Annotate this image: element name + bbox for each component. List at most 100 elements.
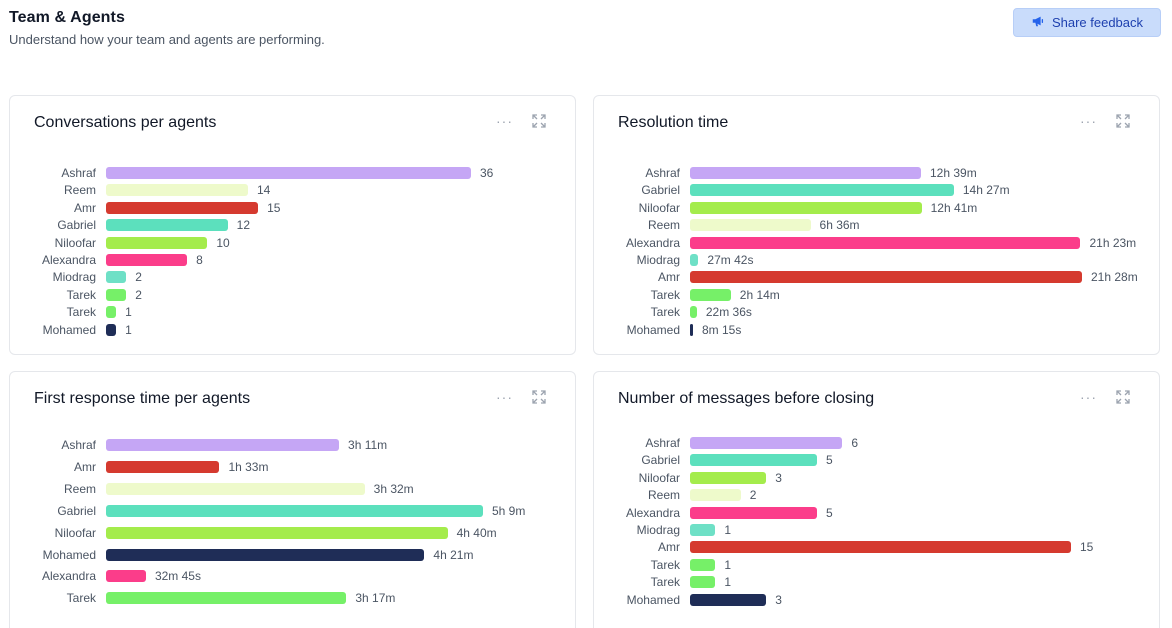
- bar-label: Amr: [74, 200, 96, 215]
- bar-label: Mohamed: [42, 547, 96, 562]
- card-title: Number of messages before closing: [618, 390, 875, 407]
- bar-value-label: 15: [1080, 540, 1094, 555]
- bar-value-label: 5h 9m: [492, 503, 526, 518]
- bar[interactable]: [690, 254, 699, 266]
- bar[interactable]: [690, 489, 741, 502]
- bar[interactable]: [106, 548, 425, 561]
- bar-value-label: 3: [775, 592, 782, 607]
- bar-value-label: 1: [724, 575, 732, 590]
- bar-label: Miodrag: [636, 523, 680, 537]
- bar[interactable]: [690, 506, 817, 519]
- bar[interactable]: [106, 201, 259, 214]
- bar-label: Mohamed: [626, 592, 680, 607]
- bar[interactable]: [690, 323, 693, 336]
- bar[interactable]: [106, 323, 117, 336]
- megaphone-icon: [1031, 14, 1045, 31]
- bar-label: Mohamed: [626, 322, 680, 337]
- bar[interactable]: [106, 526, 448, 539]
- bar-label: Reem: [63, 481, 96, 496]
- bar-value-label: 15: [267, 200, 281, 215]
- bar[interactable]: [690, 201, 922, 214]
- bar-value-label: 4h 21m: [433, 547, 474, 562]
- page-subtitle: Understand how your team and agents are …: [9, 32, 325, 47]
- bar[interactable]: [690, 524, 716, 536]
- bar-value-label: 1: [125, 305, 132, 320]
- bar[interactable]: [690, 593, 767, 606]
- bar-value-label: 22m 36s: [705, 305, 752, 320]
- more-options-icon[interactable]: ···: [496, 113, 513, 129]
- bar[interactable]: [106, 306, 117, 319]
- bar[interactable]: [106, 482, 365, 495]
- bar-value-label: 1: [724, 557, 732, 572]
- bar[interactable]: [690, 219, 811, 232]
- bar[interactable]: [106, 504, 483, 517]
- bar[interactable]: [106, 570, 146, 583]
- more-options-icon[interactable]: ···: [1080, 113, 1097, 129]
- card-title: First response time per agents: [34, 390, 251, 407]
- bar-value-label: 14: [256, 183, 271, 198]
- bar-value-label: 4h 40m: [456, 525, 497, 540]
- bar-value-label: 8m 15s: [702, 322, 742, 337]
- bar[interactable]: [106, 288, 127, 301]
- bar-value-label: 2: [749, 488, 757, 503]
- bar[interactable]: [106, 236, 208, 249]
- bar[interactable]: [106, 167, 471, 179]
- bar-label: Niloofar: [638, 470, 680, 485]
- expand-icon[interactable]: [1115, 389, 1131, 405]
- bar-value-label: 2: [135, 270, 142, 285]
- bar-label: Amr: [658, 270, 680, 285]
- share-feedback-label: Share feedback: [1051, 15, 1144, 30]
- bar[interactable]: [106, 219, 228, 232]
- card-first-response-time: First response time per agents ··· Ashra…: [9, 371, 576, 628]
- bar-label: Gabriel: [57, 503, 96, 518]
- bar[interactable]: [690, 288, 731, 301]
- bar[interactable]: [106, 254, 188, 266]
- bar[interactable]: [106, 184, 248, 197]
- bar[interactable]: [690, 437, 843, 449]
- bar-label: Alexandra: [625, 505, 680, 520]
- expand-icon[interactable]: [531, 113, 547, 129]
- bar-value-label: 8: [196, 253, 203, 267]
- expand-icon[interactable]: [1115, 113, 1131, 129]
- bar-label: Ashraf: [645, 166, 680, 180]
- bar[interactable]: [690, 558, 716, 571]
- bar[interactable]: [690, 184, 954, 197]
- bar[interactable]: [690, 576, 716, 589]
- more-options-icon[interactable]: ···: [496, 389, 513, 405]
- bar[interactable]: [106, 592, 347, 605]
- bar-label: Amr: [658, 540, 680, 555]
- card-messages-before-closing: Number of messages before closing ··· As…: [593, 371, 1160, 628]
- bar-value-label: 32m 45s: [154, 569, 201, 584]
- bar-label: Niloofar: [54, 235, 96, 250]
- bar[interactable]: [690, 306, 697, 319]
- bar-label: Ashraf: [61, 438, 96, 452]
- more-options-icon[interactable]: ···: [1080, 389, 1097, 405]
- share-feedback-button[interactable]: Share feedback: [1013, 8, 1161, 37]
- expand-icon[interactable]: [531, 389, 547, 405]
- card-conversations-per-agents: Conversations per agents ··· Ashraf 36 Ree…: [9, 95, 576, 355]
- bar-value-label: 2: [135, 287, 142, 302]
- bar-label: Niloofar: [54, 525, 96, 540]
- bar-value-label: 27m 42s: [707, 253, 754, 267]
- bar-value-label: 6: [851, 436, 859, 450]
- bar-label: Tarek: [66, 287, 96, 302]
- bar-label: Niloofar: [638, 200, 680, 215]
- bar[interactable]: [106, 271, 127, 284]
- bar-value-label: 12h 41m: [930, 200, 978, 215]
- bar[interactable]: [690, 454, 817, 467]
- bar-label: Alexandra: [41, 569, 96, 584]
- bar-label: Reem: [647, 218, 680, 233]
- bar[interactable]: [690, 471, 767, 484]
- bar[interactable]: [106, 439, 340, 451]
- bar-label: Alexandra: [625, 235, 680, 250]
- bar-value-label: 21h 28m: [1091, 270, 1138, 285]
- bar-chart: Ashraf 12h 39m Gabriel 14h 27m Niloofar 12h 4…: [594, 96, 1159, 354]
- bar-label: Tarek: [650, 305, 680, 320]
- bar[interactable]: [690, 541, 1071, 554]
- bar[interactable]: [106, 460, 220, 473]
- bar-label: Gabriel: [57, 218, 96, 233]
- bar[interactable]: [690, 167, 921, 179]
- bar[interactable]: [690, 236, 1081, 249]
- bar-value-label: 12h 39m: [930, 166, 977, 180]
- bar[interactable]: [690, 271, 1082, 284]
